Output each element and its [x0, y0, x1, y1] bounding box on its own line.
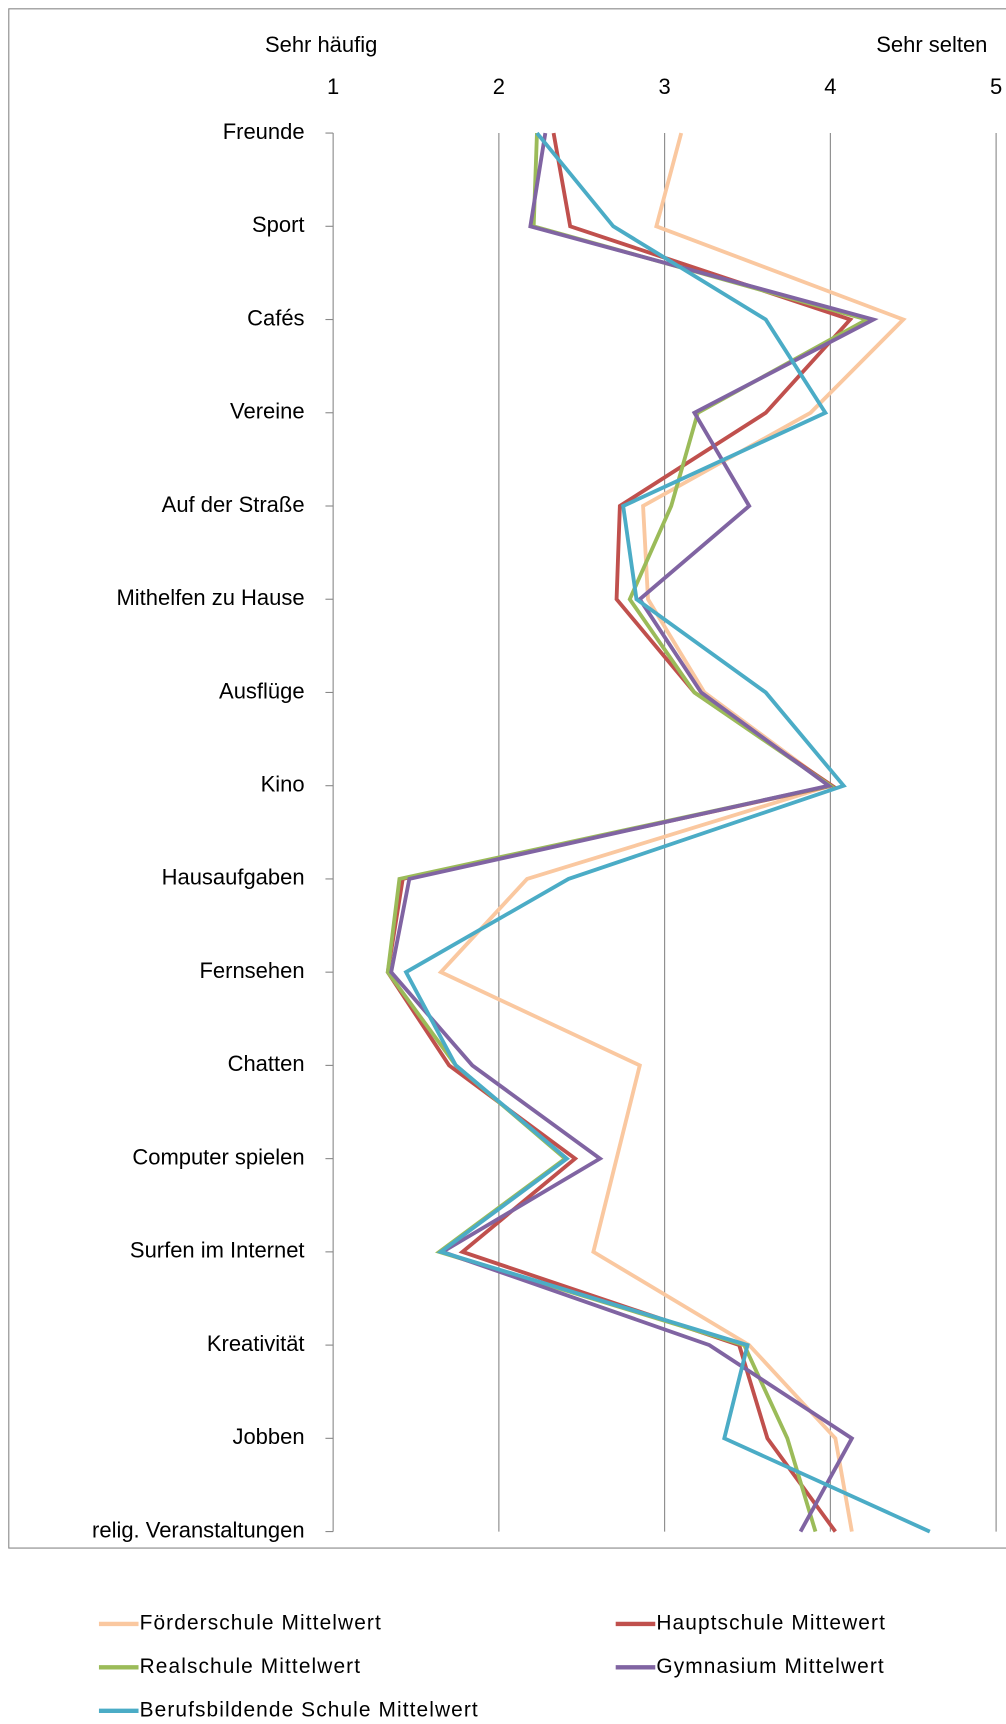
y-tick-label: Cafés: [247, 305, 304, 330]
x-tick-label: 1: [327, 74, 339, 99]
y-tick-label: Freunde: [223, 119, 305, 144]
x-tick-label: 4: [824, 74, 836, 99]
y-tick-label: Jobben: [232, 1424, 304, 1449]
legend-label: Förderschule Mittelwert: [140, 1611, 382, 1634]
legend: Förderschule Mittelwert Hauptschule Mitte…: [98, 1611, 886, 1721]
legend-label: Gymnasium Mittelwert: [656, 1655, 884, 1678]
y-tick-label: Kino: [261, 772, 305, 797]
annotation: Sehr häufig: [265, 32, 377, 57]
y-tick-label: Ausflüge: [219, 678, 305, 703]
legend-label: Realschule Mittelwert: [140, 1655, 361, 1678]
x-tick-label: 5: [990, 74, 1002, 99]
plot-border: [8, 8, 1006, 1549]
y-tick-label: Vereine: [230, 399, 305, 424]
annotation: Sehr selten: [876, 32, 987, 57]
y-tick-label: Kreativität: [207, 1331, 305, 1356]
legend-label: Hauptschule Mittewert: [656, 1611, 886, 1634]
series-line: [437, 132, 907, 1532]
y-tick-label: Chatten: [228, 1051, 305, 1076]
x-tick-label: 3: [659, 74, 671, 99]
y-tick-label: Surfen im Internet: [130, 1238, 305, 1263]
y-tick-label: Sport: [252, 212, 305, 237]
y-tick-label: relig. Veranstaltungen: [92, 1517, 305, 1542]
y-tick-label: Mithelfen zu Hause: [116, 585, 304, 610]
x-tick-label: 2: [493, 74, 505, 99]
legend-label: Berufsbildende Schule Mittelwert: [140, 1698, 479, 1721]
y-tick-label: Hausaufgaben: [162, 865, 305, 890]
y-tick-label: Auf der Straße: [162, 492, 305, 517]
y-tick-label: Fernsehen: [200, 958, 305, 983]
y-tick-label: Computer spielen: [132, 1144, 304, 1169]
series-line: [389, 132, 879, 1533]
series-line: [403, 131, 931, 1534]
